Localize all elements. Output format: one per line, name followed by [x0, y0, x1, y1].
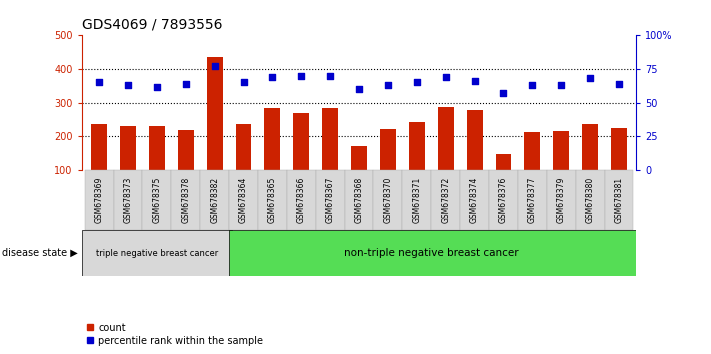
- Text: GSM678364: GSM678364: [239, 177, 248, 223]
- Bar: [287, 170, 316, 230]
- Point: [555, 82, 567, 88]
- Point: [151, 84, 163, 89]
- Text: GSM678368: GSM678368: [355, 177, 363, 223]
- Text: GSM678375: GSM678375: [152, 177, 161, 223]
- Bar: [201, 170, 229, 230]
- Bar: [207, 57, 223, 204]
- Bar: [91, 124, 107, 204]
- Bar: [142, 170, 171, 230]
- Point: [411, 80, 422, 85]
- Bar: [258, 170, 287, 230]
- Bar: [489, 170, 518, 230]
- Point: [180, 81, 191, 87]
- Bar: [351, 146, 367, 204]
- Point: [93, 80, 105, 85]
- Text: non-triple negative breast cancer: non-triple negative breast cancer: [344, 248, 518, 258]
- Point: [209, 63, 220, 69]
- Bar: [582, 124, 598, 204]
- Text: GSM678373: GSM678373: [124, 177, 132, 223]
- Bar: [402, 170, 432, 230]
- Text: GSM678374: GSM678374: [470, 177, 479, 223]
- Bar: [294, 113, 309, 204]
- Point: [469, 78, 481, 84]
- Point: [122, 82, 134, 88]
- Bar: [345, 170, 373, 230]
- Bar: [235, 124, 252, 204]
- Bar: [264, 108, 280, 204]
- Point: [237, 80, 249, 85]
- Bar: [518, 170, 547, 230]
- Bar: [149, 126, 165, 204]
- Bar: [229, 230, 636, 276]
- Bar: [460, 170, 489, 230]
- Bar: [85, 170, 114, 230]
- Bar: [171, 170, 201, 230]
- Text: GSM678376: GSM678376: [499, 177, 508, 223]
- Bar: [82, 230, 232, 276]
- Bar: [611, 128, 627, 204]
- Text: disease state ▶: disease state ▶: [2, 248, 78, 258]
- Bar: [576, 170, 604, 230]
- Bar: [432, 170, 460, 230]
- Text: GSM678369: GSM678369: [95, 177, 104, 223]
- Bar: [178, 130, 193, 204]
- Text: triple negative breast cancer: triple negative breast cancer: [96, 249, 218, 258]
- Text: GSM678371: GSM678371: [412, 177, 422, 223]
- Bar: [604, 170, 634, 230]
- Bar: [496, 154, 511, 204]
- Text: GSM678366: GSM678366: [296, 177, 306, 223]
- Bar: [114, 170, 142, 230]
- Bar: [316, 170, 345, 230]
- Text: GSM678377: GSM678377: [528, 177, 537, 223]
- Text: GSM678365: GSM678365: [268, 177, 277, 223]
- Text: GDS4069 / 7893556: GDS4069 / 7893556: [82, 17, 223, 32]
- Text: GSM678367: GSM678367: [326, 177, 335, 223]
- Bar: [466, 110, 483, 204]
- Text: GSM678381: GSM678381: [614, 177, 624, 223]
- Bar: [380, 129, 396, 204]
- Bar: [547, 170, 576, 230]
- Text: GSM678380: GSM678380: [586, 177, 594, 223]
- Text: GSM678372: GSM678372: [442, 177, 450, 223]
- Point: [614, 81, 625, 87]
- Bar: [373, 170, 402, 230]
- Bar: [553, 131, 570, 204]
- Point: [527, 82, 538, 88]
- Bar: [409, 122, 424, 204]
- Text: GSM678379: GSM678379: [557, 177, 566, 223]
- Bar: [322, 108, 338, 204]
- Bar: [120, 126, 136, 204]
- Point: [353, 86, 365, 92]
- Point: [498, 90, 509, 96]
- Text: GSM678370: GSM678370: [383, 177, 392, 223]
- Point: [296, 73, 307, 79]
- Point: [440, 74, 451, 80]
- Point: [324, 73, 336, 79]
- Point: [383, 82, 394, 88]
- Point: [267, 74, 278, 80]
- Bar: [438, 107, 454, 204]
- Bar: [525, 132, 540, 204]
- Bar: [229, 170, 258, 230]
- Legend: count, percentile rank within the sample: count, percentile rank within the sample: [87, 323, 263, 346]
- Text: GSM678382: GSM678382: [210, 177, 219, 223]
- Point: [584, 76, 596, 81]
- Text: GSM678378: GSM678378: [181, 177, 191, 223]
